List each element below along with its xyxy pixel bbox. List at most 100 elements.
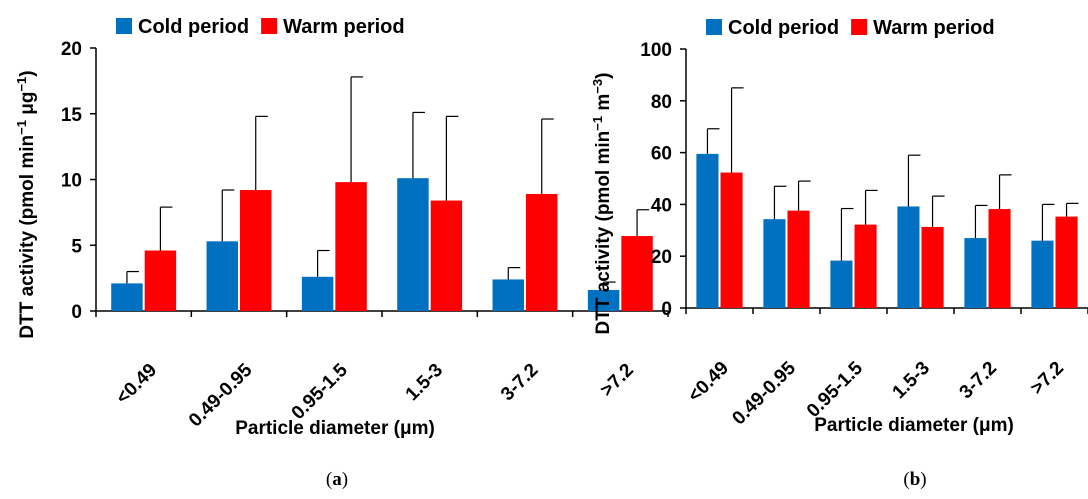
error-bar — [159, 206, 173, 251]
x-category-label: 1.5-3 — [402, 360, 447, 405]
error-bar — [126, 270, 139, 284]
bar-cold — [492, 279, 524, 311]
legend-swatch — [261, 18, 278, 34]
y-axis-label: DTT activity (pmol min−1 m−3) — [590, 73, 615, 335]
error-bar — [507, 267, 521, 280]
x-category-label: <0.49 — [684, 358, 733, 407]
error-bar — [998, 174, 1012, 210]
x-category-label: 3-7.2 — [956, 358, 1001, 403]
legend-label: Warm period — [283, 16, 405, 38]
bar-warm — [526, 193, 558, 311]
bar-warm — [921, 226, 944, 308]
bar-warm — [335, 182, 367, 311]
error-bar — [974, 204, 988, 239]
y-tick-label: 20 — [61, 39, 82, 60]
y-tick-label: 100 — [640, 40, 672, 61]
y-tick-label: 40 — [651, 195, 672, 216]
y-tick-label: 5 — [71, 236, 82, 257]
panel-label-part: ( — [903, 469, 909, 490]
x-category-label: 1.5-3 — [889, 358, 934, 403]
bar-warm — [144, 250, 177, 311]
error-bar — [221, 189, 235, 242]
bar-cold — [830, 260, 853, 308]
error-bar — [603, 281, 616, 290]
panel-label-part: ( — [326, 469, 332, 490]
error-bar — [255, 115, 268, 191]
y-label-text: DTT activity (pmol min — [17, 135, 38, 339]
legend-label: Cold period — [728, 17, 839, 39]
bar-cold — [587, 289, 620, 311]
error-bar — [773, 185, 787, 220]
bar-warm — [430, 200, 463, 311]
error-bar — [907, 154, 921, 207]
x-category-label: 0.95-1.5 — [288, 359, 352, 423]
x-category-label: <0.49 — [112, 360, 161, 409]
panel-label: (a) — [326, 469, 348, 490]
x-axis-label: Particle diameter (μm) — [235, 418, 435, 439]
error-bar — [412, 111, 425, 179]
y-label-text: ) — [17, 70, 38, 76]
y-label-exponent: −1 — [14, 120, 29, 135]
chart-panel-b: 0 20 40 60 80 100 <0.490.49-0.95 0.95-1.5 1.5-3 3… — [590, 17, 1088, 490]
bar-cold — [897, 206, 920, 308]
bar-cold — [696, 153, 719, 308]
legend-swatch — [116, 18, 132, 34]
bar-warm — [240, 190, 272, 311]
bar-warm — [854, 224, 877, 308]
panel-label-part: b — [910, 469, 921, 490]
x-category-label: >7.2 — [1027, 358, 1068, 399]
bar-cold — [301, 276, 334, 311]
legend-swatch — [706, 19, 722, 35]
panel-label-part: ) — [920, 469, 926, 490]
bar-warm — [720, 172, 743, 308]
x-category-label: >7.2 — [596, 360, 637, 401]
y-tick-label: 80 — [651, 92, 672, 113]
error-bar — [840, 207, 854, 261]
panel-label-part: ) — [342, 469, 348, 490]
legend-label: Cold period — [138, 16, 249, 38]
bar-cold — [1031, 240, 1054, 308]
x-category-label: 3-7.2 — [497, 360, 542, 405]
bar-cold — [964, 238, 987, 308]
bar-cold — [763, 219, 786, 308]
y-tick-label: 0 — [661, 299, 672, 320]
bar-warm — [1055, 216, 1078, 308]
error-bar — [931, 195, 945, 227]
x-axis-label: Particle diameter (μm) — [814, 415, 1014, 436]
bar-cold — [206, 241, 238, 311]
error-bar — [797, 180, 811, 211]
error-bar — [706, 128, 720, 154]
y-tick-label: 10 — [61, 171, 82, 192]
y-label-text: μg — [17, 92, 38, 121]
bar-cold — [397, 178, 429, 311]
error-bar — [1065, 202, 1079, 217]
bar-cold — [111, 283, 143, 311]
y-tick-label: 20 — [651, 247, 672, 268]
y-label-exponent: −3 — [590, 79, 605, 94]
error-bar — [445, 115, 459, 201]
x-category-label: 0.95-1.5 — [803, 357, 867, 421]
y-label-text: m — [593, 94, 614, 116]
error-bar — [730, 87, 744, 173]
y-label-text: ) — [593, 73, 614, 79]
y-tick-label: 0 — [71, 302, 82, 323]
y-tick-label: 60 — [651, 144, 672, 165]
y-label-exponent: −1 — [14, 77, 29, 92]
legend-label: Warm period — [873, 17, 995, 39]
panel-label-part: a — [332, 469, 342, 490]
panel-label: (b) — [903, 469, 926, 490]
error-bar — [317, 249, 330, 277]
y-tick-label: 15 — [61, 105, 83, 126]
error-bar — [1041, 203, 1055, 241]
bar-warm — [988, 209, 1011, 308]
error-bar — [350, 76, 364, 183]
error-bar — [864, 189, 878, 225]
error-bar — [636, 209, 650, 237]
bar-warm — [621, 236, 653, 311]
y-label-exponent: −1 — [590, 116, 605, 131]
y-label-text: DTT activity (pmol min — [593, 131, 614, 335]
legend-swatch — [851, 19, 868, 35]
error-bar — [541, 118, 554, 194]
